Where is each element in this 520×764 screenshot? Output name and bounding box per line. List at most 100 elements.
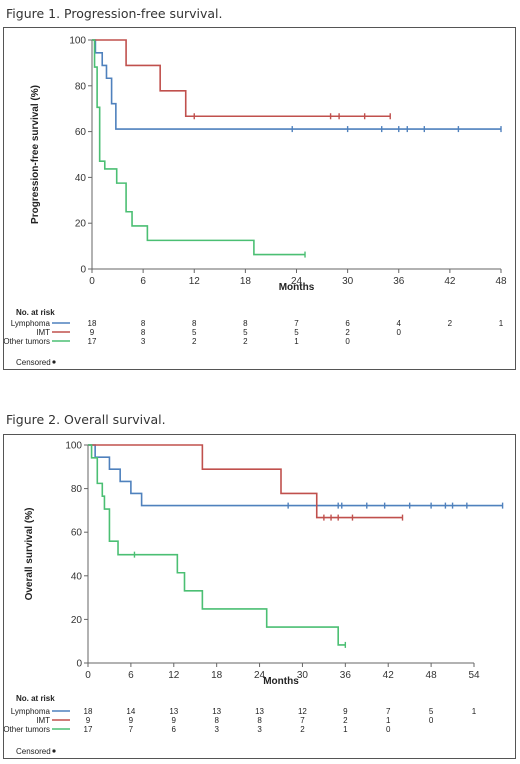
risk-count: 3 — [141, 337, 146, 346]
x-tick-label: 0 — [89, 276, 95, 287]
risk-count: 7 — [300, 716, 305, 725]
risk-table-label: No. at risk — [16, 308, 55, 317]
y-tick-label: 80 — [71, 484, 83, 495]
risk-count: 1 — [294, 337, 299, 346]
y-tick-label: 0 — [76, 659, 82, 670]
risk-count: 17 — [88, 337, 97, 346]
risk-count: 5 — [429, 707, 434, 716]
risk-count: 1 — [472, 707, 477, 716]
risk-count: 18 — [88, 319, 97, 328]
risk-row-label: Lymphoma — [11, 707, 51, 716]
censored-legend-label: Censored — [16, 358, 51, 367]
risk-count: 13 — [255, 707, 264, 716]
risk-count: 9 — [129, 716, 134, 725]
x-tick-label: 24 — [254, 670, 266, 681]
figure-1-panel: 0 20 40 60 80 100 0 6 12 18 24 30 36 42 48 Months Progre… — [3, 27, 516, 370]
risk-count: 0 — [386, 725, 391, 734]
series-line-imt — [88, 444, 403, 519]
risk-count: 13 — [169, 707, 178, 716]
risk-count: 2 — [192, 337, 197, 346]
risk-count: 2 — [448, 319, 453, 328]
risk-count: 8 — [141, 319, 146, 328]
risk-count: 18 — [84, 707, 93, 716]
series-line-lymphoma — [88, 444, 503, 507]
censored-legend-marker — [52, 749, 56, 753]
risk-count: 6 — [172, 725, 177, 734]
figure-1-title: Figure 1. Progression-free survival. — [6, 6, 223, 21]
x-tick-label: 18 — [211, 670, 223, 681]
series-line-other-tumors — [92, 39, 306, 256]
series-line-imt — [92, 39, 391, 118]
risk-count: 1 — [499, 319, 504, 328]
risk-count: 2 — [345, 328, 350, 337]
risk-count: 5 — [243, 328, 248, 337]
risk-count: 8 — [243, 319, 248, 328]
x-tick-label: 36 — [340, 670, 352, 681]
risk-count: 9 — [90, 328, 95, 337]
x-tick-label: 6 — [128, 670, 134, 681]
y-tick-label: 100 — [69, 36, 86, 47]
y-tick-label: 20 — [71, 615, 83, 626]
x-tick-label: 30 — [297, 670, 309, 681]
risk-count: 0 — [345, 337, 350, 346]
y-tick-label: 20 — [75, 219, 87, 230]
x-tick-label: 36 — [393, 276, 405, 287]
x-tick-label: 42 — [444, 276, 456, 287]
risk-row-label: IMT — [36, 328, 50, 337]
risk-count: 14 — [126, 707, 135, 716]
risk-count: 17 — [84, 725, 93, 734]
risk-count: 7 — [386, 707, 391, 716]
risk-row-label: Other tumors — [4, 337, 50, 346]
risk-count: 1 — [386, 716, 391, 725]
risk-count: 5 — [294, 328, 299, 337]
risk-row-label: Other tumors — [4, 725, 50, 734]
x-tick-label: 30 — [342, 276, 354, 287]
x-tick-label: 24 — [291, 276, 303, 287]
x-tick-label: 6 — [140, 276, 146, 287]
risk-count: 6 — [345, 319, 350, 328]
risk-count: 8 — [192, 319, 197, 328]
y-tick-label: 100 — [65, 441, 82, 452]
risk-row-label: Lymphoma — [11, 319, 51, 328]
x-tick-label: 18 — [240, 276, 252, 287]
risk-count: 12 — [298, 707, 307, 716]
risk-count: 2 — [300, 725, 305, 734]
risk-count: 13 — [212, 707, 221, 716]
y-tick-label: 0 — [80, 265, 86, 276]
risk-count: 2 — [243, 337, 248, 346]
risk-count: 4 — [397, 319, 402, 328]
risk-count: 5 — [192, 328, 197, 337]
y-tick-label: 60 — [71, 528, 83, 539]
x-tick-label: 42 — [383, 670, 395, 681]
series-line-other-tumors — [88, 444, 346, 646]
risk-count: 9 — [172, 716, 177, 725]
series-line-lymphoma — [92, 39, 501, 130]
y-tick-label: 60 — [75, 127, 87, 138]
y-axis-label: Progression-free survival (%) — [30, 85, 41, 224]
risk-count: 2 — [343, 716, 348, 725]
risk-count: 3 — [214, 725, 219, 734]
x-axis-label: Months — [263, 676, 299, 687]
y-tick-label: 40 — [75, 173, 87, 184]
risk-count: 7 — [294, 319, 299, 328]
x-tick-label: 48 — [426, 670, 438, 681]
risk-count: 9 — [343, 707, 348, 716]
risk-count: 0 — [397, 328, 402, 337]
risk-row-label: IMT — [36, 716, 50, 725]
x-tick-label: 12 — [189, 276, 201, 287]
x-tick-label: 12 — [168, 670, 180, 681]
censored-legend-label: Censored — [16, 747, 51, 756]
risk-table-label: No. at risk — [16, 694, 55, 703]
x-tick-label: 48 — [495, 276, 507, 287]
risk-count: 8 — [214, 716, 219, 725]
y-axis-label: Overall survival (%) — [24, 508, 35, 601]
censored-legend-marker — [52, 360, 56, 364]
risk-count: 7 — [129, 725, 134, 734]
risk-count: 0 — [429, 716, 434, 725]
x-tick-label: 54 — [468, 670, 480, 681]
figure-2-title: Figure 2. Overall survival. — [6, 412, 166, 427]
x-tick-label: 0 — [85, 670, 91, 681]
risk-count: 1 — [343, 725, 348, 734]
